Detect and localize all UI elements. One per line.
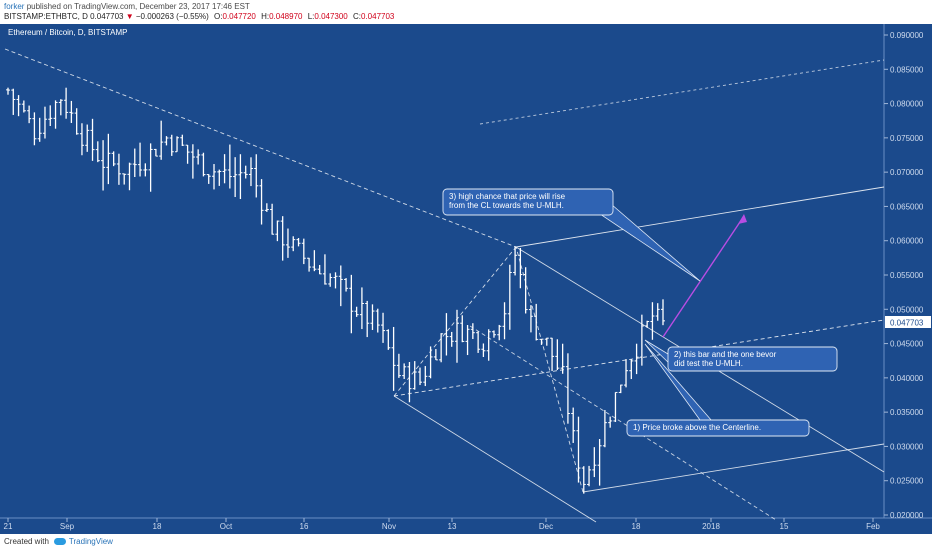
y-tick-label: 0.050000 bbox=[890, 305, 924, 314]
x-tick-label: 18 bbox=[632, 522, 641, 531]
x-tick-label: 13 bbox=[448, 522, 457, 531]
tradingview-brand[interactable]: TradingView bbox=[68, 537, 113, 546]
x-tick-label: 16 bbox=[300, 522, 309, 531]
chart-title: Ethereum / Bitcoin, D, BITSTAMP bbox=[8, 28, 127, 37]
y-tick-label: 0.025000 bbox=[890, 477, 924, 486]
x-tick-label: Sep bbox=[60, 522, 75, 531]
annotations[interactable]: 3) high chance that price will risefrom … bbox=[442, 188, 838, 437]
x-tick-label: 18 bbox=[153, 522, 162, 531]
y-tick-label: 0.085000 bbox=[890, 65, 924, 74]
projection-arrow[interactable] bbox=[662, 215, 745, 338]
x-tick-label: Dec bbox=[539, 522, 553, 531]
x-tick-label: 2018 bbox=[702, 522, 720, 531]
y-tick-label: 0.020000 bbox=[890, 511, 924, 520]
y-tick-label: 0.040000 bbox=[890, 374, 924, 383]
callout-text: 2) this bar and the one bevor bbox=[674, 350, 777, 359]
dashed-trendline[interactable] bbox=[4, 48, 517, 248]
y-tick-label: 0.065000 bbox=[890, 202, 924, 211]
callout-text: did test the U-MLH. bbox=[674, 359, 743, 368]
y-tick-label: 0.045000 bbox=[890, 340, 924, 349]
open-value: 0.047720 bbox=[222, 12, 256, 21]
callout-box[interactable] bbox=[626, 419, 810, 437]
y-tick-label: 0.070000 bbox=[890, 168, 924, 177]
projection-arrowhead bbox=[738, 214, 747, 224]
y-tick-label: 0.075000 bbox=[890, 134, 924, 143]
publisher-line: forker published on TradingView.com, Dec… bbox=[4, 2, 250, 11]
pivot-line-b[interactable] bbox=[515, 246, 584, 493]
price-bars bbox=[6, 87, 665, 494]
high-value: 0.048970 bbox=[269, 12, 303, 21]
lower-median-line[interactable] bbox=[393, 395, 597, 523]
y-tick-label: 0.030000 bbox=[890, 442, 924, 451]
low-value: 0.047300 bbox=[314, 12, 348, 21]
y-tick-label: 0.055000 bbox=[890, 271, 924, 280]
y-tick-label: 0.060000 bbox=[890, 237, 924, 246]
x-tick-label: Feb bbox=[866, 522, 880, 531]
callout-box[interactable] bbox=[667, 346, 838, 372]
high-label: H: bbox=[261, 12, 270, 21]
lower-parallel-line[interactable] bbox=[582, 443, 885, 493]
last-price-badge bbox=[885, 316, 931, 328]
down-arrow-icon: ▼ bbox=[125, 12, 134, 21]
callout-box[interactable] bbox=[442, 188, 614, 216]
y-tick-label: 0.090000 bbox=[890, 31, 924, 40]
x-tick-label: 15 bbox=[780, 522, 789, 531]
centerline[interactable] bbox=[393, 319, 885, 397]
symbol-name: BITSTAMP:ETHBTC, D bbox=[4, 12, 88, 21]
published-text: published on TradingView.com, December 2… bbox=[26, 2, 250, 11]
close-label: C: bbox=[353, 12, 361, 21]
callout-text: from the CL towards the U-MLH. bbox=[449, 201, 564, 210]
created-with-text: Created with bbox=[4, 537, 49, 546]
publisher-name[interactable]: forker bbox=[4, 2, 25, 11]
callout-text: 3) high chance that price will rise bbox=[449, 192, 566, 201]
dashed-upper-line[interactable] bbox=[479, 59, 885, 125]
dashed-median[interactable] bbox=[469, 325, 777, 521]
y-tick-label: 0.080000 bbox=[890, 100, 924, 109]
symbol-line: BITSTAMP:ETHBTC, D 0.047703 ▼ −0.000263 … bbox=[4, 12, 394, 21]
price-axis[interactable] bbox=[884, 24, 932, 534]
open-label: O: bbox=[214, 12, 223, 21]
y-tick-label: 0.035000 bbox=[890, 408, 924, 417]
tradingview-logo-icon bbox=[53, 538, 66, 546]
x-tick-label: 21 bbox=[4, 522, 13, 531]
low-label: L: bbox=[307, 12, 315, 21]
price-change: −0.000263 (−0.55%) bbox=[135, 12, 209, 21]
chart-background bbox=[0, 24, 932, 534]
y-axis-ticks: 0.090000 0.085000 0.080000 0.075000 0.070000… bbox=[884, 31, 924, 520]
footer: Created with TradingView bbox=[4, 537, 113, 546]
last-price: 0.047703 bbox=[90, 12, 124, 21]
callout-text: 1) Price broke above the Centerline. bbox=[633, 423, 761, 432]
pitchfork-drawing[interactable] bbox=[4, 48, 885, 523]
last-price-label: 0.047703 bbox=[890, 319, 924, 328]
price-chart[interactable]: 0.090000 0.085000 0.080000 0.075000 0.070000… bbox=[0, 24, 932, 534]
close-value: 0.047703 bbox=[361, 12, 395, 21]
x-tick-label: Nov bbox=[382, 522, 396, 531]
x-axis-ticks: 21 Sep 18 Oct 16 Nov 13 Dec 18 2018 15 Feb bbox=[4, 518, 880, 531]
upper-median-line-parallel[interactable] bbox=[515, 186, 885, 248]
x-tick-label: Oct bbox=[220, 522, 233, 531]
